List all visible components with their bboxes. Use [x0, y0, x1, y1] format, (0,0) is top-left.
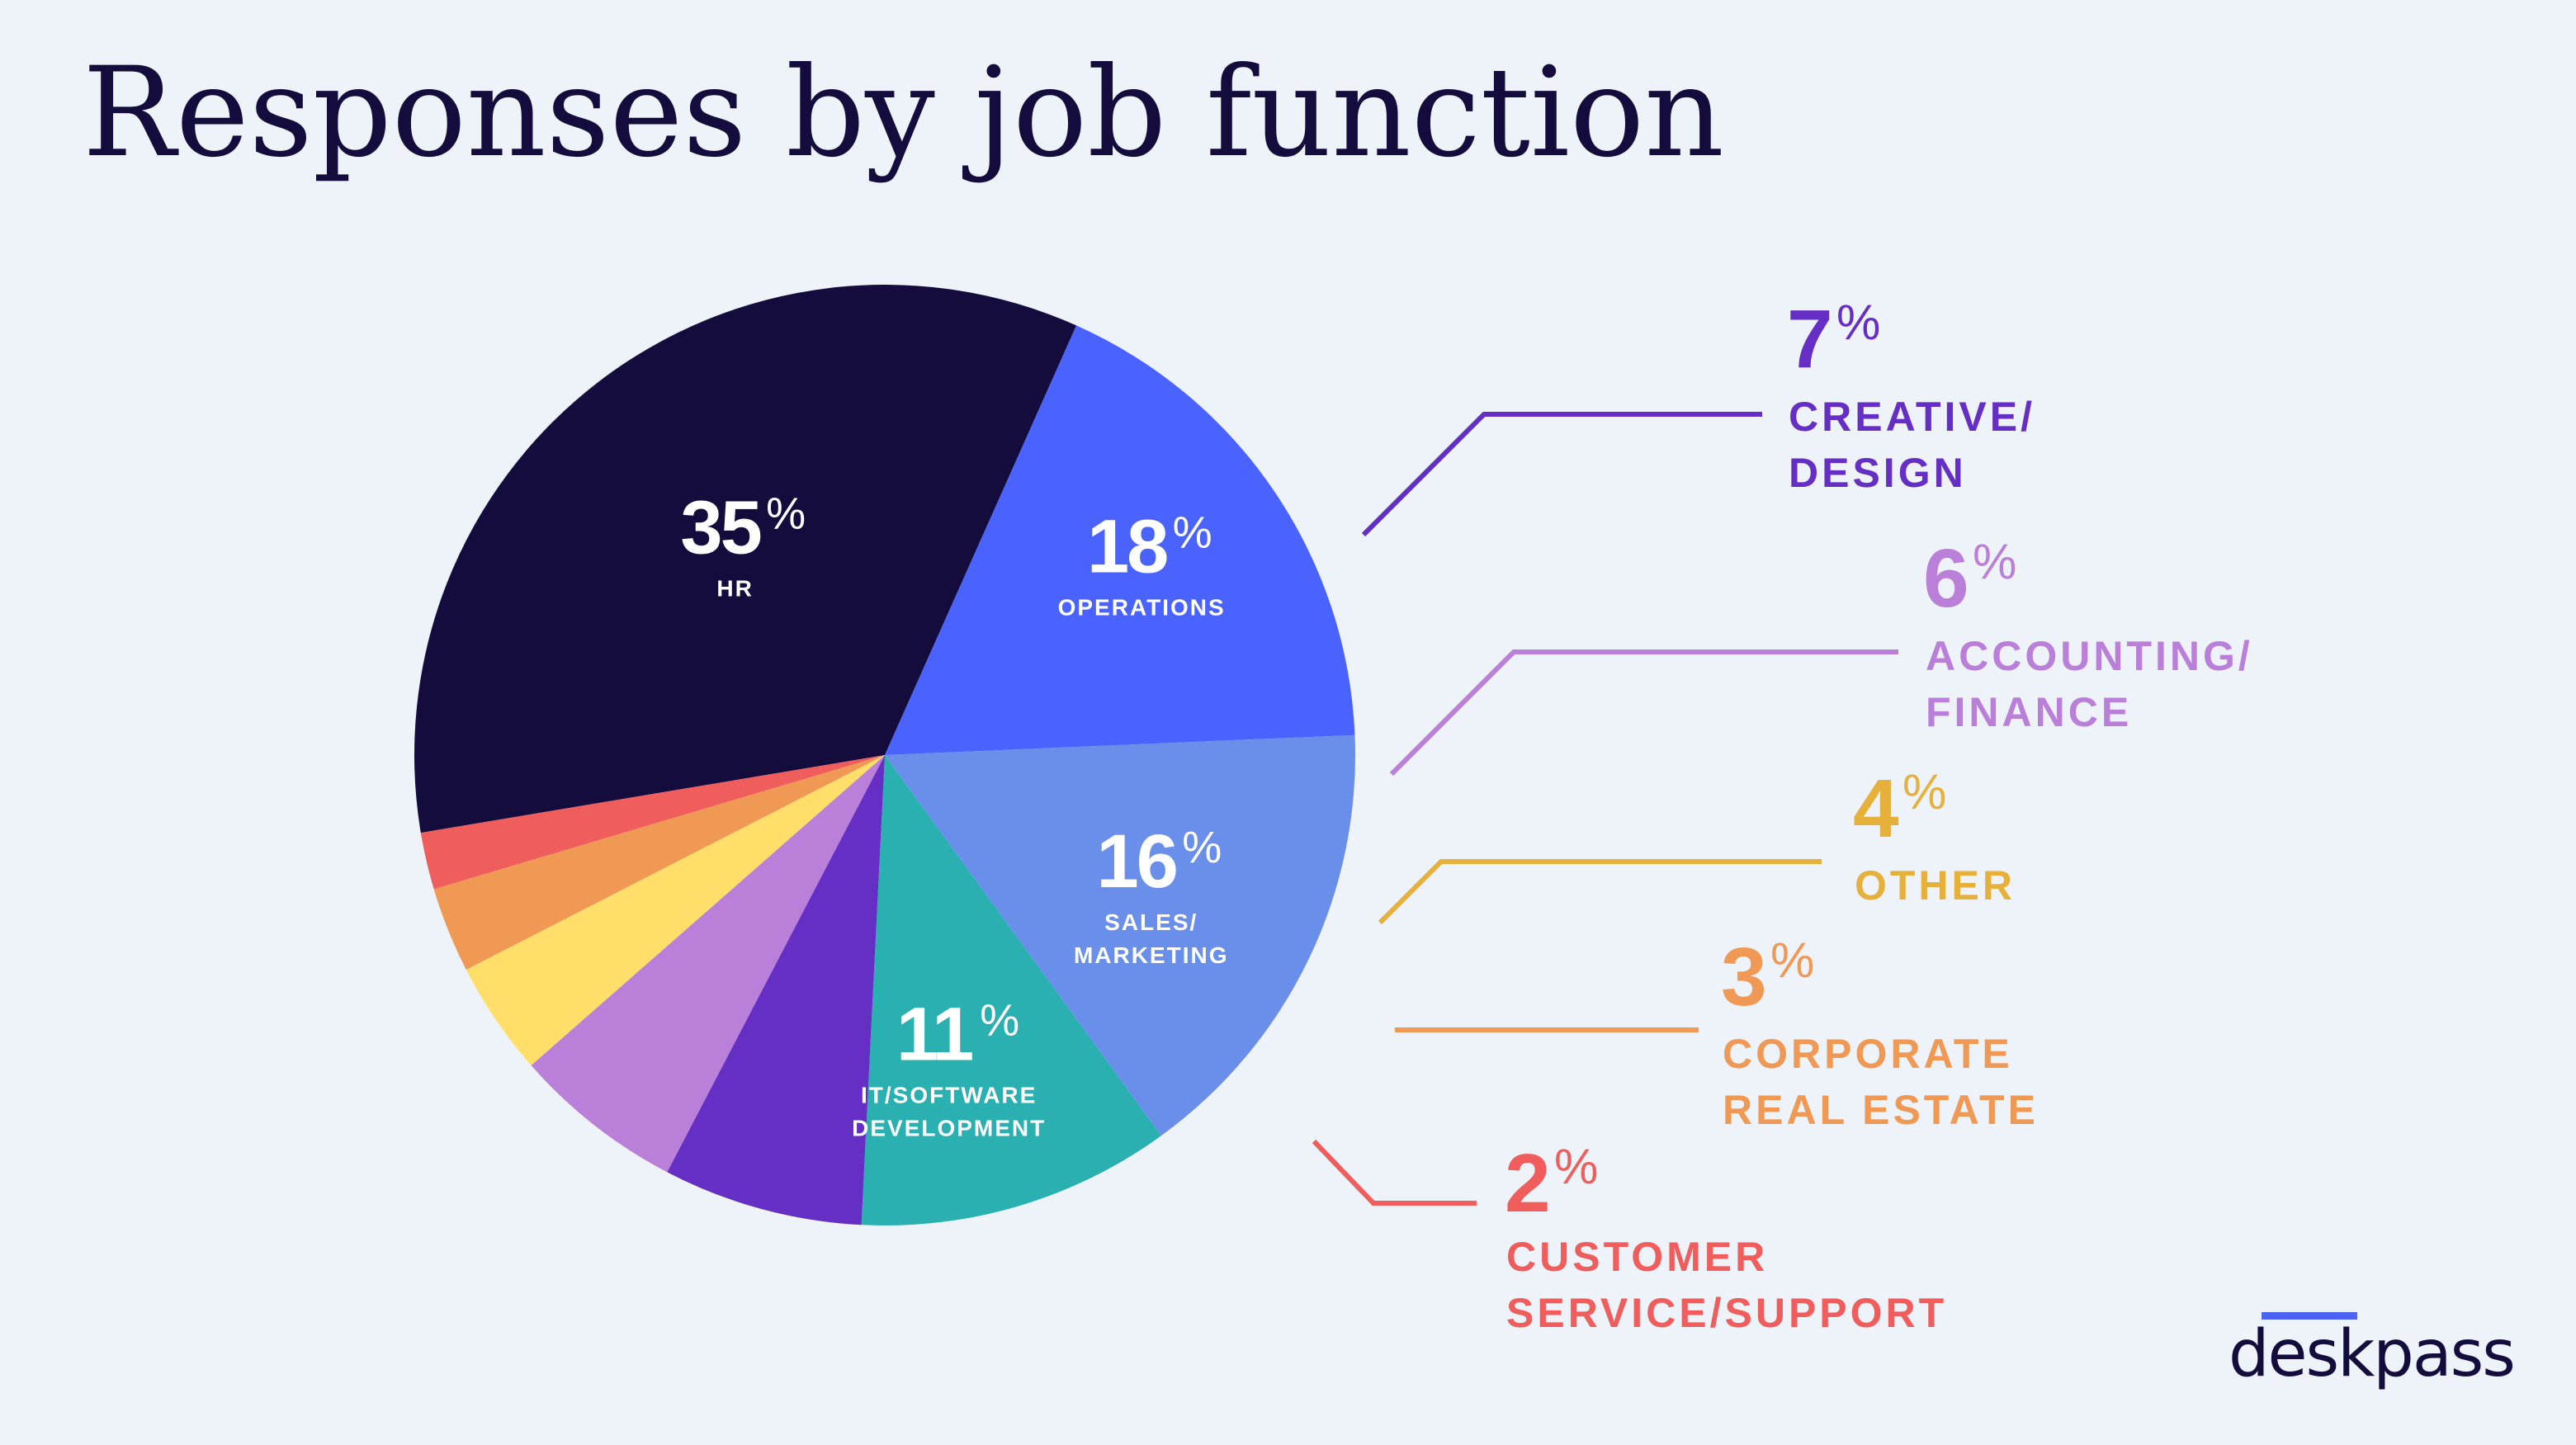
pie-slice-customer-service-support	[420, 755, 885, 890]
slice-label-line: ACCOUNTING/	[1926, 633, 2253, 679]
slice-label-line: CREATIVE/	[1789, 394, 2035, 440]
slice-value-customer-service-support: 2	[1505, 1137, 1551, 1230]
slice-value-it-software-development: 11	[896, 993, 972, 1077]
slice-label-line: CORPORATE	[1723, 1031, 2013, 1077]
slice-value-corporate-real-estate: 3	[1721, 931, 1767, 1023]
leader-line	[1312, 1139, 1477, 1206]
slice-label-line: DESIGN	[1789, 450, 1967, 496]
pie-slice-accounting-finance	[531, 755, 885, 1173]
slice-unit: %	[1973, 534, 2016, 589]
slice-label-line: SERVICE/SUPPORT	[1506, 1290, 1947, 1336]
outside-label-accounting-finance: 6 % ACCOUNTING/FINANCE	[1389, 532, 2253, 777]
slice-value-other: 4	[1853, 763, 1899, 855]
slice-value-operations: 18	[1087, 505, 1167, 589]
inside-label-hr: 35 % HR	[680, 486, 806, 602]
slice-label-line: REAL ESTATE	[1723, 1087, 2039, 1133]
pie-slice-corporate-real-estate	[433, 755, 885, 970]
slice-value-sales-marketing: 16	[1097, 819, 1176, 904]
pie-slice-it-software-development	[861, 755, 1161, 1225]
leader-line	[1361, 412, 1762, 537]
slice-unit: %	[980, 996, 1019, 1046]
inside-label-operations: 18 % OPERATIONS	[1058, 505, 1226, 621]
slice-unit: %	[1770, 933, 1814, 988]
logo-text: deskpass	[2229, 1317, 2516, 1391]
slice-label-line: SALES/	[1104, 909, 1198, 935]
pie-slice-other	[466, 755, 885, 1065]
slice-label-line: HR	[716, 576, 753, 602]
outside-label-corporate-real-estate: 3 % CORPORATE REAL ESTATE	[1395, 931, 2039, 1133]
leader-line	[1378, 859, 1822, 925]
inside-labels: 35 % HR 18 % OPERATIONS 16 % SALES/MARKETING 11 % I…	[680, 486, 1229, 1141]
pie-slices	[414, 285, 1355, 1225]
chart-title: Responses by job function	[83, 41, 1724, 185]
pie-slice-operations	[885, 325, 1355, 755]
slice-label-line: FINANCE	[1926, 689, 2132, 735]
slice-value-hr: 35	[680, 486, 760, 570]
logo-accent-bar	[2262, 1312, 2357, 1320]
slice-label-line: DEVELOPMENT	[852, 1116, 1046, 1141]
slice-unit: %	[1173, 508, 1212, 558]
inside-label-sales-marketing: 16 % SALES/MARKETING	[1074, 819, 1229, 968]
slice-unit: %	[1836, 295, 1880, 350]
pie-slice-sales-marketing	[885, 734, 1355, 1136]
slice-value-creative-design: 7	[1787, 293, 1833, 385]
inside-label-it-software-development: 11 % IT/SOFTWARE DEVELOPMENT	[852, 993, 1046, 1141]
outside-label-creative-design: 7 % CREATIVE/DESIGN	[1361, 293, 2035, 537]
slice-label-line: OPERATIONS	[1058, 595, 1226, 621]
deskpass-logo: deskpass	[2229, 1312, 2526, 1403]
slice-label-line: MARKETING	[1074, 942, 1229, 968]
leader-line	[1389, 649, 1898, 777]
slice-label-line: OTHER	[1855, 862, 2016, 909]
outside-label-customer-service-support: 2 % CUSTOMER SERVICE/SUPPORT	[1312, 1137, 1947, 1336]
slice-unit: %	[1182, 823, 1222, 872]
slice-unit: %	[1902, 764, 1946, 819]
pie-slice-hr	[414, 285, 1077, 833]
slice-unit: %	[766, 489, 806, 539]
slice-unit: %	[1554, 1139, 1598, 1194]
slice-value-accounting-finance: 6	[1923, 532, 1969, 625]
slice-label-line: IT/SOFTWARE	[861, 1083, 1037, 1108]
pie-slice-creative-design	[667, 755, 885, 1225]
slice-label-line: CUSTOMER	[1506, 1234, 1768, 1280]
outside-label-other: 4 % OTHER	[1378, 763, 2016, 925]
outside-labels: 7 % CREATIVE/DESIGN 6 % ACCOUNTING/FINANCE 4 % O…	[1312, 293, 2253, 1336]
